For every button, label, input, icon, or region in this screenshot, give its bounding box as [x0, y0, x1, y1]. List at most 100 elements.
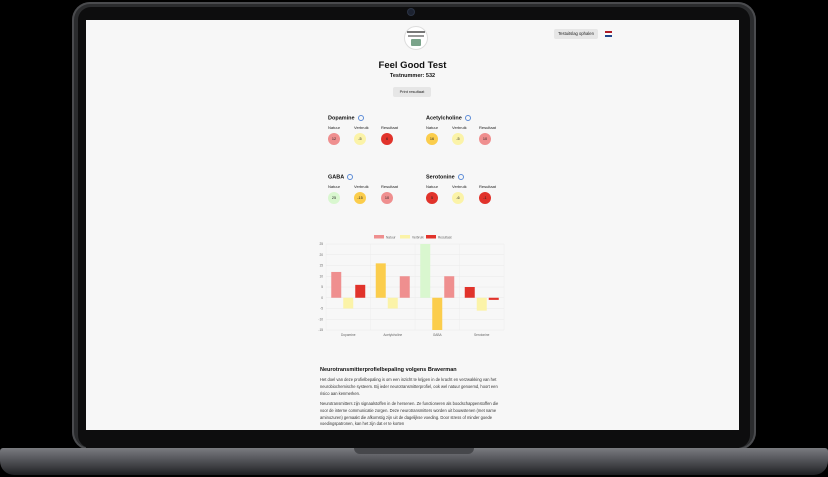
neurotransmitter-name: Serotonine: [426, 173, 464, 181]
y-tick-label: 15: [319, 264, 323, 268]
usage-column: Verbruik -5: [452, 125, 480, 145]
result-column: Resultaat 10: [479, 125, 507, 145]
nature-label: Natuur: [426, 125, 439, 130]
article-paragraph-1: Het doel van deze profielbepaling is om …: [320, 377, 498, 396]
info-icon[interactable]: [457, 173, 464, 180]
bar: [375, 263, 386, 298]
usage-label: Verbruik: [452, 125, 467, 130]
neurotransmitter-name-label: Acetylcholine: [426, 115, 462, 122]
bar: [464, 287, 475, 298]
x-tick-label: Acetylcholine: [383, 333, 402, 337]
bar: [343, 297, 354, 309]
result-column: Resultaat 6: [381, 125, 409, 145]
bar: [387, 297, 398, 309]
y-tick-label: 10: [319, 274, 323, 278]
bar: [331, 271, 342, 298]
laptop-opening-notch: [354, 448, 474, 454]
y-tick-label: -15: [318, 328, 323, 332]
legend-label: Natuur: [386, 235, 397, 239]
neurotransmitter-name-label: GABA: [328, 174, 345, 181]
bar: [476, 297, 487, 311]
y-tick-label: 5: [321, 285, 323, 289]
nature-score-badge: 16: [426, 133, 438, 145]
usage-score-badge: -5: [354, 133, 366, 145]
page-title: Feel Good Test: [378, 60, 447, 71]
bar: [399, 276, 410, 298]
legend-label: Verbruik: [412, 235, 424, 239]
neurotransmitter-name-label: Dopamine: [328, 115, 355, 122]
info-icon[interactable]: [347, 173, 354, 180]
result-score-badge: 10: [381, 192, 393, 204]
neurotransmitter-card: Acetylcholine Natuur 16 Verbruik -5 Resultaat…: [426, 114, 536, 163]
nature-column: Natuur 25: [328, 184, 356, 204]
result-column: Resultaat 10: [381, 184, 409, 204]
info-icon[interactable]: [357, 114, 364, 121]
screen-chin: [86, 430, 739, 448]
usage-label: Verbruik: [354, 125, 369, 130]
legend-label: Resultaat: [438, 235, 452, 239]
result-score-badge: -1: [479, 192, 491, 204]
article-heading: Neurotransmitterprofielbepaling volgens …: [320, 367, 457, 373]
bar-chart: Natuur Verbruik Resultaat 25 20 15 10 5 0 -5 -10 -1…: [318, 235, 505, 337]
bar: [444, 276, 455, 298]
x-tick-label: GABA: [433, 333, 443, 337]
result-label: Resultaat: [381, 184, 398, 189]
neurotransmitter-name-label: Serotonine: [426, 174, 455, 181]
camera-icon: [408, 9, 414, 15]
result-label: Resultaat: [479, 184, 496, 189]
article-paragraph-2: Neurotransmitters zijn signaalstoffen in…: [320, 401, 499, 427]
x-tick-label: Dopamine: [341, 333, 356, 337]
result-column: Resultaat -1: [479, 184, 507, 204]
legend-swatch: [374, 235, 384, 239]
result-score-badge: 10: [479, 133, 491, 145]
nature-column: Natuur 16: [426, 125, 454, 145]
neurotransmitter-name: Acetylcholine: [426, 114, 471, 122]
neurotransmitter-card: Serotonine Natuur 5 Verbruik -6 Resultaat -1: [426, 173, 536, 222]
usage-score-badge: -6: [452, 192, 464, 204]
nature-score-badge: 5: [426, 192, 438, 204]
nature-score-badge: 12: [328, 133, 340, 145]
flag-stripe-white: [605, 33, 612, 35]
usage-score-badge: -5: [452, 133, 464, 145]
usage-column: Verbruik -15: [354, 184, 382, 204]
neurotransmitter-name: GABA: [328, 173, 354, 181]
fetch-test-result-button[interactable]: Testuitslag ophalen: [554, 29, 598, 39]
x-tick-label: Serotonine: [474, 333, 490, 337]
info-icon[interactable]: [464, 114, 471, 121]
usage-column: Verbruik -5: [354, 125, 382, 145]
y-tick-label: 25: [319, 242, 323, 246]
browser-screen: Testuitslag ophalen Feel Good Test Testn…: [86, 20, 739, 430]
legend-swatch: [426, 235, 436, 239]
bar: [355, 284, 366, 298]
bar: [420, 244, 431, 298]
bar: [488, 297, 499, 300]
nature-column: Natuur 12: [328, 125, 356, 145]
legend-swatch: [400, 235, 410, 239]
test-number: Testnummer: 532: [389, 73, 436, 79]
neurotransmitter-name: Dopamine: [328, 114, 364, 122]
flag-stripe-red: [605, 31, 612, 33]
neurotransmitter-card: GABA Natuur 25 Verbruik -15 Resultaat 10: [328, 173, 438, 222]
usage-column: Verbruik -6: [452, 184, 480, 204]
usage-label: Verbruik: [354, 184, 369, 189]
nature-label: Natuur: [328, 125, 341, 130]
usage-score-badge: -15: [354, 192, 366, 204]
result-score-badge: 6: [381, 133, 393, 145]
brand-logo[interactable]: [404, 26, 428, 50]
nature-column: Natuur 5: [426, 184, 454, 204]
y-tick-label: -10: [318, 317, 323, 321]
nature-score-badge: 25: [328, 192, 340, 204]
dutch-flag-icon[interactable]: [605, 31, 612, 37]
usage-label: Verbruik: [452, 184, 467, 189]
bar: [432, 297, 443, 330]
flag-stripe-blue: [605, 35, 612, 37]
print-result-button[interactable]: Print resultaat: [393, 87, 431, 97]
result-label: Resultaat: [479, 125, 496, 130]
y-tick-label: 0: [321, 296, 323, 300]
result-label: Resultaat: [381, 125, 398, 130]
neurotransmitter-card: Dopamine Natuur 12 Verbruik -5 Resultaat 6: [328, 114, 438, 163]
y-tick-label: 20: [319, 253, 323, 257]
y-tick-label: -5: [320, 307, 323, 311]
nature-label: Natuur: [426, 184, 439, 189]
nature-label: Natuur: [328, 184, 341, 189]
